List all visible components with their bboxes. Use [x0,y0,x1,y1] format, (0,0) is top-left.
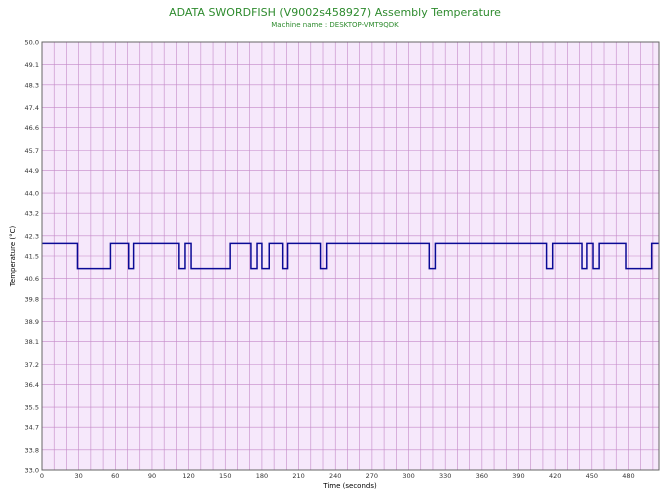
y-tick-label: 44.0 [25,190,39,198]
x-tick-label: 120 [182,472,194,480]
x-tick-label: 360 [476,472,488,480]
x-tick-label: 450 [586,472,598,480]
y-tick-label: 35.5 [25,404,39,412]
x-tick-label: 90 [148,472,156,480]
plot-frame [41,41,660,471]
y-tick-label: 36.4 [25,381,39,389]
x-tick-label: 390 [512,472,524,480]
y-tick-label: 46.6 [25,124,39,132]
y-tick-label: 34.7 [25,424,39,432]
y-tick-label: 42.3 [25,232,39,240]
grid-lines [42,42,659,470]
y-tick-label: 47.4 [25,104,39,112]
chart-title: ADATA SWORDFISH (V9002s458927) Assembly … [169,6,501,19]
y-tick-label: 41.5 [25,253,39,261]
temperature-series-line [42,242,659,270]
chart-subtitle: Machine name : DESKTOP-VMT9QDK [271,21,399,29]
y-tick-label: 45.7 [25,147,39,155]
x-tick-label: 180 [256,472,268,480]
x-tick-label: 480 [622,472,634,480]
y-tick-label: 38.9 [25,318,39,326]
y-axis-ticks: 33.0 33.8 34.7 35.5 36.4 37.2 38.1 38.9 39.8 40.6… [25,39,39,475]
x-tick-label: 420 [549,472,561,480]
x-tick-label: 210 [292,472,304,480]
y-tick-label: 40.6 [25,275,39,283]
y-tick-label: 38.1 [25,338,39,346]
x-tick-label: 270 [366,472,378,480]
y-tick-label: 33.8 [25,446,39,454]
y-tick-label: 37.2 [25,361,39,369]
x-axis-ticks: 0 30 60 90 120 150 180 210 240 270 300 330 360 390 420… [40,472,635,480]
x-tick-label: 150 [219,472,231,480]
x-tick-label: 240 [329,472,341,480]
x-tick-label: 60 [111,472,119,480]
x-tick-label: 0 [40,472,44,480]
y-tick-label: 49.1 [25,61,39,69]
y-axis-label: Temperature (°C) [9,226,17,288]
x-tick-label: 30 [75,472,83,480]
y-tick-label: 33.0 [25,467,39,475]
x-axis-label: Time (seconds) [322,482,377,490]
y-tick-label: 44.9 [25,167,39,175]
y-tick-label: 48.3 [25,81,39,89]
x-tick-label: 300 [402,472,414,480]
y-tick-label: 50.0 [25,39,39,47]
y-tick-label: 43.2 [25,210,39,218]
x-tick-label: 330 [439,472,451,480]
y-tick-label: 39.8 [25,295,39,303]
